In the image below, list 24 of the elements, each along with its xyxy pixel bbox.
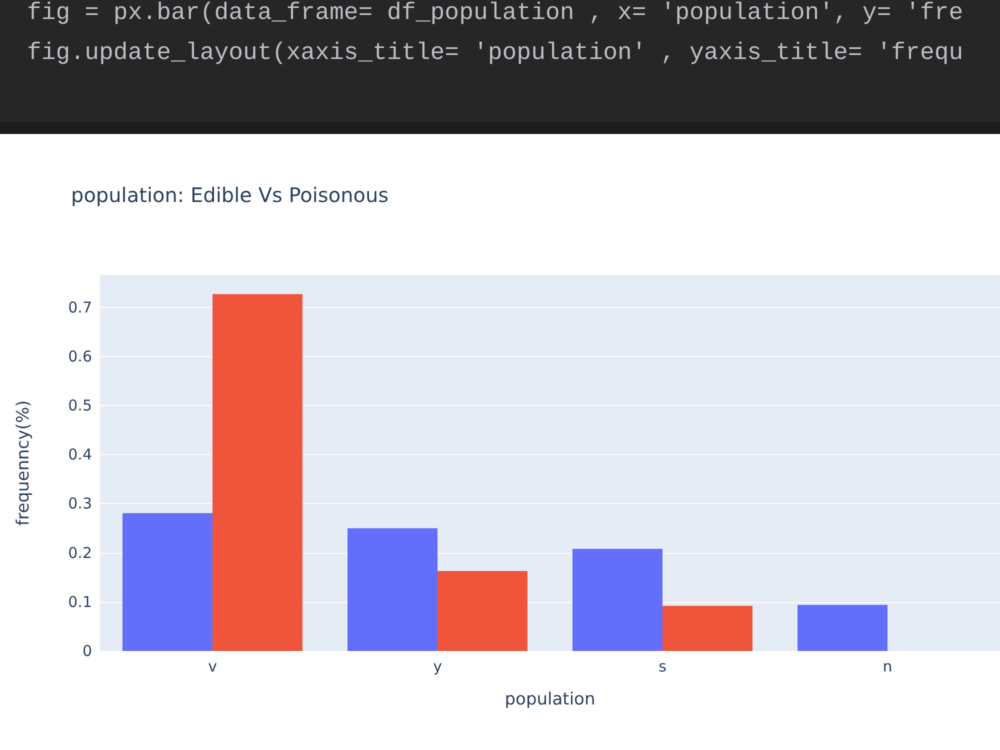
bar [212, 294, 302, 651]
text: fig = px.bar(data_frame= df_population , x= 'population', y= 'fre [27, 0, 964, 27]
y-tick-label: 0.6 [68, 347, 92, 366]
x-tick-label: s [658, 658, 667, 676]
y-tick-label: 0.4 [68, 446, 92, 464]
bar [122, 513, 212, 651]
chart-title: population: Edible Vs Poisonous [71, 183, 389, 207]
x-axis-title: population [504, 690, 596, 710]
x-tick-label: v [208, 658, 218, 676]
x-tick-label: n [882, 658, 892, 676]
y-tick-label: 0.2 [68, 544, 92, 562]
y-tick-label: 0.7 [68, 298, 92, 316]
bar [438, 570, 528, 651]
y-tick-label: 0.3 [68, 494, 92, 513]
y-tick-label: 0.1 [68, 592, 92, 611]
bar [348, 528, 438, 651]
bar [662, 606, 752, 651]
y-tick-label: 0.5 [68, 396, 92, 415]
bar [798, 604, 888, 651]
y-tick-label: 0 [82, 642, 92, 660]
text: fig.update_layout(xaxis_title= 'population' , yaxis_title= 'frequ [27, 40, 964, 67]
bar [572, 548, 662, 651]
y-axis-title: frequenncy(%) [14, 400, 34, 526]
x-tick-label: y [433, 658, 442, 676]
